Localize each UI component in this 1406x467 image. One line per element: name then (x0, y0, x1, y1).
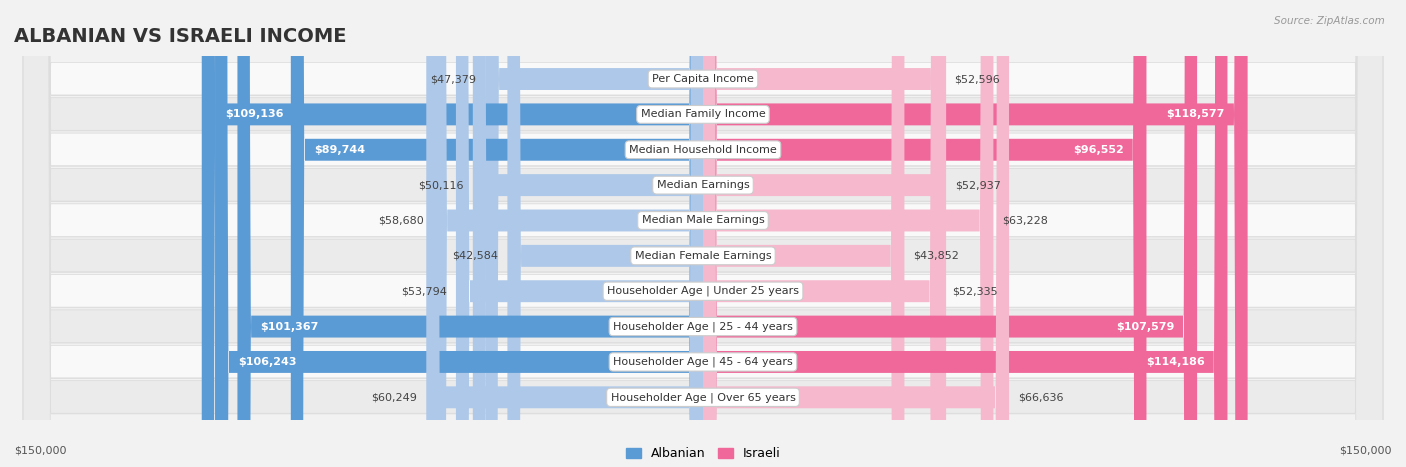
Text: $53,794: $53,794 (401, 286, 447, 296)
FancyBboxPatch shape (238, 0, 703, 467)
Text: $58,680: $58,680 (378, 215, 425, 226)
Text: $107,579: $107,579 (1116, 322, 1174, 332)
Text: Householder Age | Under 25 years: Householder Age | Under 25 years (607, 286, 799, 297)
FancyBboxPatch shape (703, 0, 946, 467)
FancyBboxPatch shape (24, 0, 1382, 467)
FancyBboxPatch shape (24, 0, 1382, 467)
Legend: Albanian, Israeli: Albanian, Israeli (620, 442, 786, 465)
FancyBboxPatch shape (24, 0, 1382, 467)
Text: $42,584: $42,584 (453, 251, 498, 261)
Text: $43,852: $43,852 (914, 251, 959, 261)
Text: $47,379: $47,379 (430, 74, 477, 84)
Text: Median Household Income: Median Household Income (628, 145, 778, 155)
Text: $106,243: $106,243 (238, 357, 297, 367)
Text: $50,116: $50,116 (418, 180, 464, 190)
FancyBboxPatch shape (24, 0, 1382, 467)
FancyBboxPatch shape (703, 0, 1010, 467)
FancyBboxPatch shape (24, 0, 1382, 467)
Text: $52,937: $52,937 (955, 180, 1001, 190)
FancyBboxPatch shape (24, 0, 1382, 467)
FancyBboxPatch shape (24, 0, 1382, 467)
FancyBboxPatch shape (24, 0, 1382, 467)
Text: Per Capita Income: Per Capita Income (652, 74, 754, 84)
Text: $114,186: $114,186 (1146, 357, 1205, 367)
Text: $66,636: $66,636 (1018, 392, 1064, 402)
Text: Source: ZipAtlas.com: Source: ZipAtlas.com (1274, 16, 1385, 26)
Text: $52,335: $52,335 (952, 286, 998, 296)
FancyBboxPatch shape (508, 0, 703, 467)
Text: Householder Age | 45 - 64 years: Householder Age | 45 - 64 years (613, 357, 793, 367)
FancyBboxPatch shape (703, 0, 1146, 467)
FancyBboxPatch shape (24, 0, 1382, 467)
FancyBboxPatch shape (24, 0, 1382, 467)
Text: $60,249: $60,249 (371, 392, 418, 402)
FancyBboxPatch shape (703, 0, 945, 467)
FancyBboxPatch shape (24, 0, 1382, 467)
FancyBboxPatch shape (485, 0, 703, 467)
FancyBboxPatch shape (24, 0, 1382, 467)
FancyBboxPatch shape (24, 0, 1382, 467)
FancyBboxPatch shape (433, 0, 703, 467)
FancyBboxPatch shape (472, 0, 703, 467)
FancyBboxPatch shape (24, 0, 1382, 467)
FancyBboxPatch shape (703, 0, 1227, 467)
FancyBboxPatch shape (24, 0, 1382, 467)
FancyBboxPatch shape (24, 0, 1382, 467)
FancyBboxPatch shape (24, 0, 1382, 467)
FancyBboxPatch shape (703, 0, 994, 467)
FancyBboxPatch shape (703, 0, 1247, 467)
Text: $101,367: $101,367 (260, 322, 319, 332)
Text: $63,228: $63,228 (1002, 215, 1049, 226)
FancyBboxPatch shape (291, 0, 703, 467)
Text: ALBANIAN VS ISRAELI INCOME: ALBANIAN VS ISRAELI INCOME (14, 27, 346, 46)
Text: $150,000: $150,000 (1340, 446, 1392, 455)
Text: $89,744: $89,744 (314, 145, 366, 155)
FancyBboxPatch shape (215, 0, 703, 467)
FancyBboxPatch shape (426, 0, 703, 467)
Text: $109,136: $109,136 (225, 109, 283, 120)
Text: Median Family Income: Median Family Income (641, 109, 765, 120)
Text: $150,000: $150,000 (14, 446, 66, 455)
FancyBboxPatch shape (201, 0, 703, 467)
Text: Median Female Earnings: Median Female Earnings (634, 251, 772, 261)
Text: $118,577: $118,577 (1166, 109, 1225, 120)
FancyBboxPatch shape (703, 0, 943, 467)
Text: $96,552: $96,552 (1073, 145, 1123, 155)
Text: Householder Age | Over 65 years: Householder Age | Over 65 years (610, 392, 796, 403)
FancyBboxPatch shape (24, 0, 1382, 467)
Text: Median Earnings: Median Earnings (657, 180, 749, 190)
Text: Median Male Earnings: Median Male Earnings (641, 215, 765, 226)
Text: Householder Age | 25 - 44 years: Householder Age | 25 - 44 years (613, 321, 793, 332)
FancyBboxPatch shape (24, 0, 1382, 467)
FancyBboxPatch shape (703, 0, 1197, 467)
FancyBboxPatch shape (703, 0, 904, 467)
FancyBboxPatch shape (456, 0, 703, 467)
FancyBboxPatch shape (24, 0, 1382, 467)
Text: $52,596: $52,596 (953, 74, 1000, 84)
